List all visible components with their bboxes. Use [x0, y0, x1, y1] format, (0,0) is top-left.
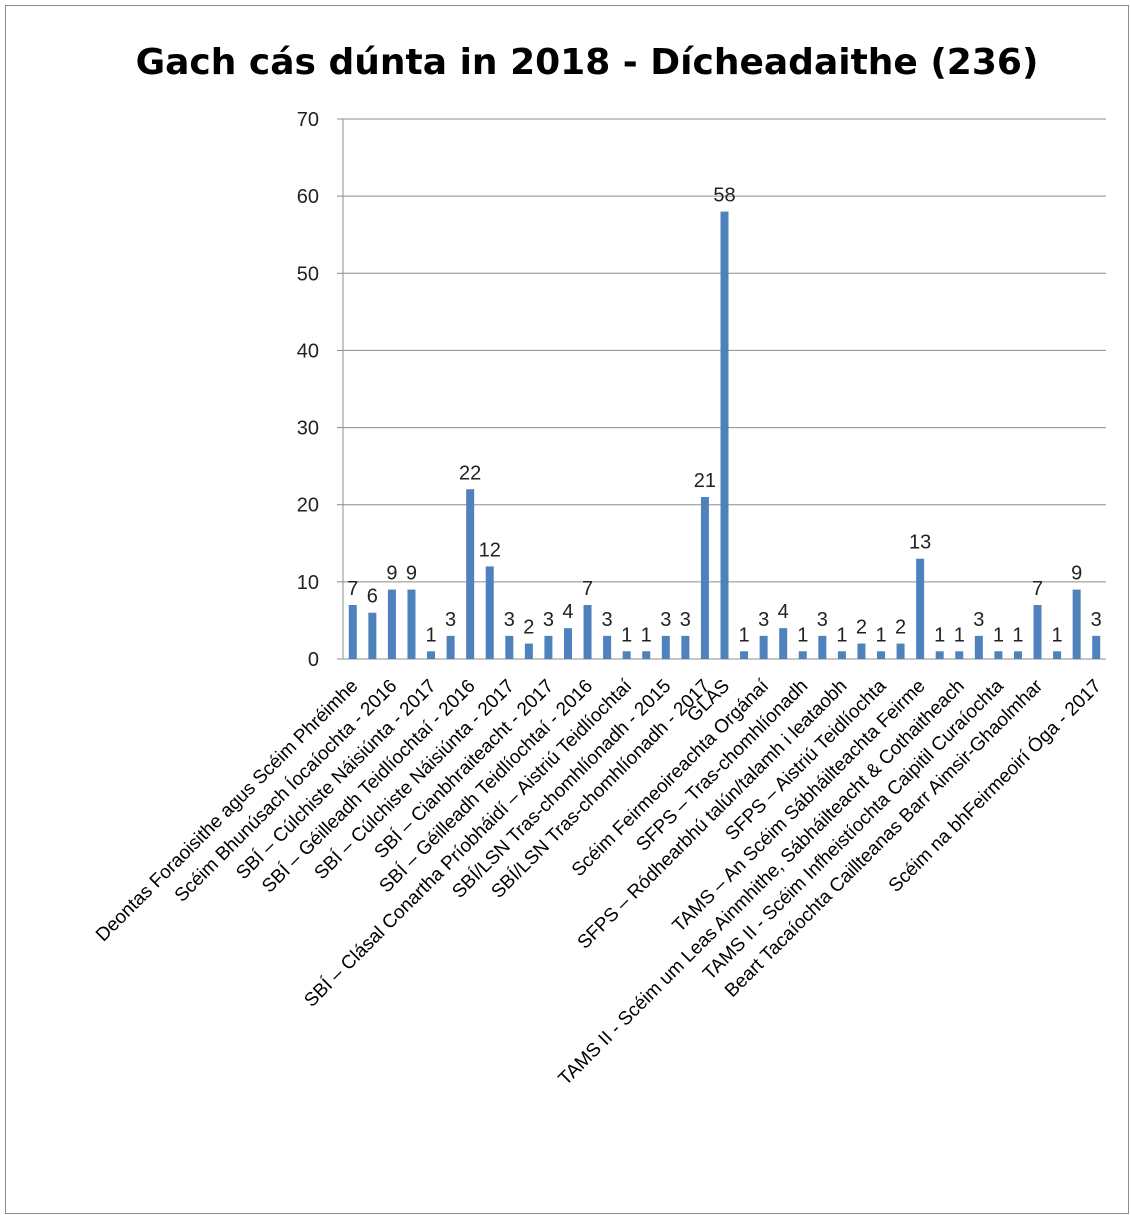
bar [622, 651, 631, 659]
bar [642, 651, 651, 659]
data-label: 1 [1012, 624, 1023, 646]
bar [779, 628, 788, 659]
bar [427, 651, 436, 659]
data-label: 7 [347, 578, 358, 600]
bar [1033, 605, 1042, 659]
category-label: Deontas Foraoisithe agus Scéim Phréimhe [92, 676, 362, 946]
bar [1092, 635, 1101, 659]
data-label: 3 [660, 609, 671, 631]
bar [974, 635, 983, 659]
y-tick-label: 30 [297, 418, 319, 440]
data-label: 7 [1032, 578, 1043, 600]
data-label: 9 [1071, 563, 1082, 585]
data-label: 4 [562, 601, 573, 623]
data-label: 9 [386, 563, 397, 585]
data-label: 1 [425, 624, 436, 646]
data-label: 1 [641, 624, 652, 646]
bar [563, 628, 572, 659]
data-label: 2 [895, 617, 906, 639]
chart-title: Gach cás dúnta in 2018 - Dícheadaithe (2… [136, 42, 1039, 83]
data-label: 1 [875, 624, 886, 646]
data-label: 6 [367, 586, 378, 608]
y-tick-label: 0 [308, 649, 319, 671]
bar [583, 605, 592, 659]
bar [1013, 651, 1022, 659]
category-label: Scéim na bhFeirmeoirí Óga - 2017 [884, 675, 1106, 897]
bar [798, 651, 807, 659]
data-label: 3 [445, 609, 456, 631]
data-label: 3 [758, 609, 769, 631]
bar [1072, 589, 1081, 659]
data-label: 1 [836, 624, 847, 646]
bar [720, 211, 729, 660]
bar [818, 635, 827, 659]
data-label: 12 [479, 539, 501, 561]
data-label: 3 [973, 609, 984, 631]
data-label: 58 [713, 185, 735, 207]
bar [407, 589, 416, 659]
bar [916, 558, 925, 659]
bar [740, 651, 749, 659]
data-label: 7 [582, 578, 593, 600]
bar [955, 651, 964, 659]
data-label: 9 [406, 563, 417, 585]
y-tick-label: 50 [297, 263, 319, 285]
data-label: 3 [504, 609, 515, 631]
data-label: 2 [523, 617, 534, 639]
data-label: 3 [543, 609, 554, 631]
data-label: 2 [856, 617, 867, 639]
bar [524, 643, 533, 659]
bar [661, 635, 670, 659]
y-tick-labels: 0 10 20 30 40 50 60 70 [297, 109, 319, 671]
bar [935, 651, 944, 659]
bar [485, 566, 494, 659]
data-label: 3 [680, 609, 691, 631]
bar [700, 497, 709, 659]
bar [877, 651, 886, 659]
bar [387, 589, 396, 659]
y-tick-label: 70 [297, 109, 319, 131]
chart-frame: Gach cás dúnta in 2018 - Dícheadaithe (2… [5, 5, 1129, 1214]
y-tick-label: 40 [297, 340, 319, 362]
y-tick-label: 10 [297, 572, 319, 594]
data-label: 1 [739, 624, 750, 646]
data-label: 4 [778, 601, 789, 623]
bar [348, 605, 357, 659]
bar [544, 635, 553, 659]
data-label: 1 [934, 624, 945, 646]
category-labels: Deontas Foraoisithe agus Scéim Phréimhe S… [92, 675, 1106, 1090]
bar [505, 635, 514, 659]
bar [1053, 651, 1062, 659]
bar [759, 635, 768, 659]
bar [857, 643, 866, 659]
bar [837, 651, 846, 659]
data-label: 1 [993, 624, 1004, 646]
bar [994, 651, 1003, 659]
y-tick-label: 20 [297, 495, 319, 517]
bars [348, 211, 1101, 660]
data-label: 22 [459, 462, 481, 484]
bar [368, 612, 377, 659]
data-label: 3 [1091, 609, 1102, 631]
data-label: 1 [797, 624, 808, 646]
bar [603, 635, 612, 659]
bar [466, 489, 475, 659]
bar [446, 635, 455, 659]
chart-svg: Gach cás dúnta in 2018 - Dícheadaithe (2… [92, 42, 1106, 1090]
data-label: 1 [621, 624, 632, 646]
data-label: 21 [694, 470, 716, 492]
data-label: 13 [909, 532, 931, 554]
data-label: 3 [817, 609, 828, 631]
bar [681, 635, 690, 659]
y-tick-label: 60 [297, 186, 319, 208]
data-label: 1 [954, 624, 965, 646]
data-label: 1 [1052, 624, 1063, 646]
data-label: 3 [602, 609, 613, 631]
bar [896, 643, 905, 659]
